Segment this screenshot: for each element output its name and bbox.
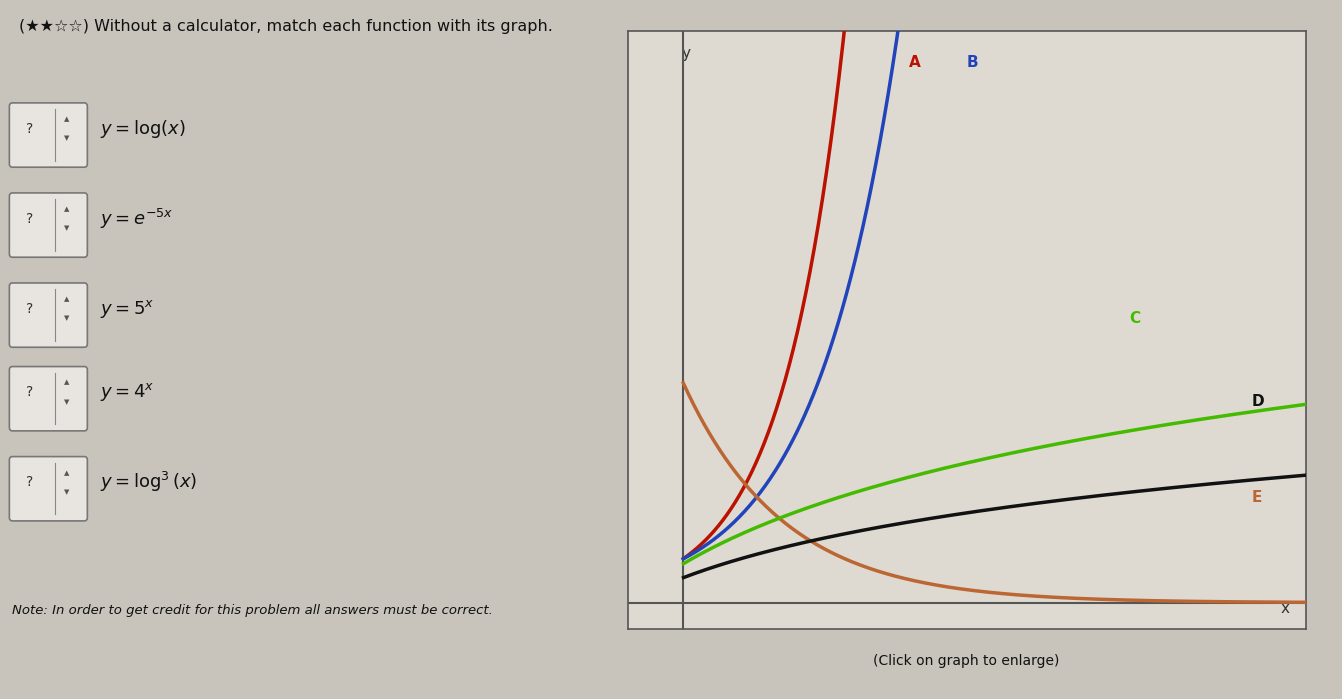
FancyBboxPatch shape <box>9 456 87 521</box>
Text: ▼: ▼ <box>63 489 68 495</box>
Text: $y = \log^3(x)$: $y = \log^3(x)$ <box>99 470 197 494</box>
FancyBboxPatch shape <box>9 193 87 257</box>
Text: $y = 5^{x}$: $y = 5^{x}$ <box>99 298 154 319</box>
Text: ▲: ▲ <box>63 116 68 122</box>
Text: ▼: ▼ <box>63 399 68 405</box>
FancyBboxPatch shape <box>9 283 87 347</box>
Text: $y = \log(x)$: $y = \log(x)$ <box>99 117 185 140</box>
Text: x: x <box>1280 600 1290 616</box>
Text: A: A <box>910 55 921 71</box>
Text: $y = e^{-5x}$: $y = e^{-5x}$ <box>99 207 173 231</box>
Text: D: D <box>1252 394 1264 410</box>
Text: ▲: ▲ <box>63 206 68 212</box>
Text: B: B <box>966 55 978 71</box>
Text: ?: ? <box>27 302 34 316</box>
FancyBboxPatch shape <box>9 103 87 167</box>
Text: ▼: ▼ <box>63 315 68 322</box>
Text: ▼: ▼ <box>63 136 68 141</box>
Text: ?: ? <box>27 212 34 226</box>
Text: ?: ? <box>27 122 34 136</box>
Text: C: C <box>1130 311 1141 326</box>
Text: Note: In order to get credit for this problem all answers must be correct.: Note: In order to get credit for this pr… <box>12 605 494 617</box>
Text: E: E <box>1252 490 1261 505</box>
Text: ▲: ▲ <box>63 380 68 386</box>
Text: $y = 4^{x}$: $y = 4^{x}$ <box>99 381 154 403</box>
Text: ?: ? <box>27 385 34 399</box>
FancyBboxPatch shape <box>9 366 87 431</box>
Text: y: y <box>682 46 690 62</box>
Text: ▲: ▲ <box>63 296 68 302</box>
Text: (★★☆☆) Without a calculator, match each function with its graph.: (★★☆☆) Without a calculator, match each … <box>19 20 553 34</box>
Text: ▲: ▲ <box>63 470 68 475</box>
Text: ▼: ▼ <box>63 225 68 231</box>
Text: (Click on graph to enlarge): (Click on graph to enlarge) <box>874 654 1059 668</box>
Text: ?: ? <box>27 475 34 489</box>
